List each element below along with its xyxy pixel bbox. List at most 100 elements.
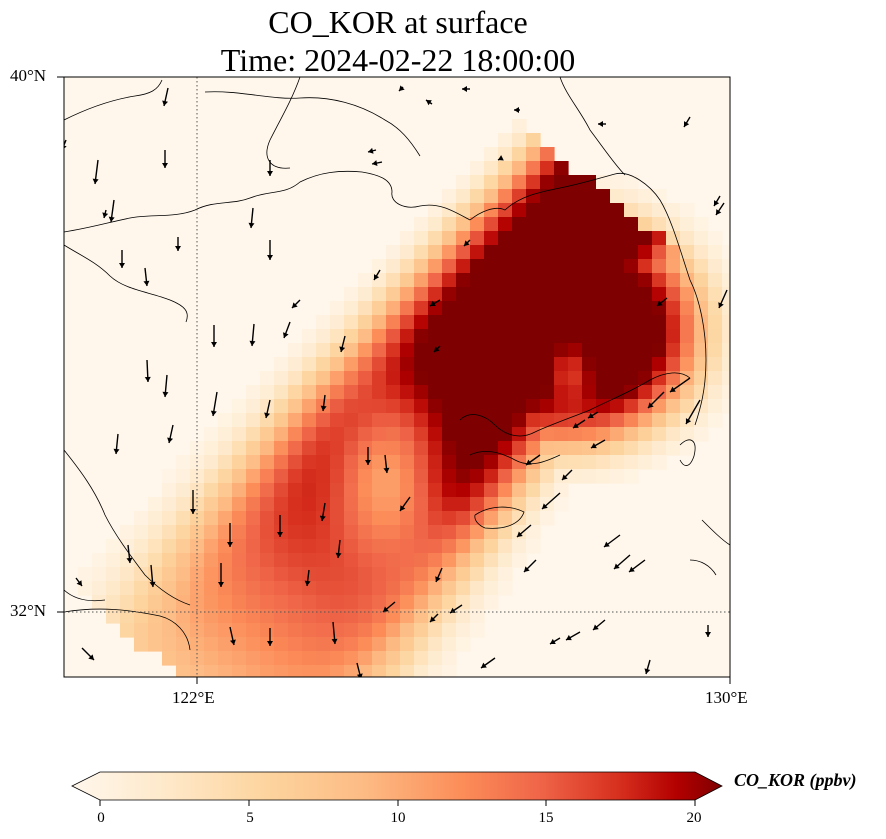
wind-vector — [669, 377, 691, 393]
field-cell — [274, 567, 289, 582]
field-cell — [428, 287, 443, 302]
field-cell — [330, 567, 345, 582]
field-cell — [288, 609, 303, 624]
field-cell — [386, 539, 401, 554]
field-cell — [680, 357, 695, 372]
field-cell — [386, 511, 401, 526]
field-cell — [372, 665, 387, 677]
field-cell — [638, 385, 653, 400]
wind-vector — [371, 160, 383, 166]
field-cell — [694, 371, 709, 386]
field-cell — [372, 539, 387, 554]
field-cell — [218, 665, 233, 677]
ytick-label-32: 32°N — [10, 601, 47, 620]
field-cell — [610, 175, 625, 190]
field-cell — [512, 301, 527, 316]
field-cell — [498, 189, 513, 204]
field-cell — [470, 595, 485, 610]
field-cell — [246, 385, 261, 400]
field-cell — [708, 259, 723, 274]
field-cell — [610, 385, 625, 400]
field-cell — [246, 483, 261, 498]
field-cell — [456, 329, 471, 344]
field-cell — [540, 399, 555, 414]
field-cell — [442, 217, 457, 232]
field-cell — [400, 301, 415, 316]
field-cell — [512, 217, 527, 232]
field-cell — [470, 343, 485, 358]
field-cell — [498, 259, 513, 274]
field-cell — [344, 609, 359, 624]
field-cell — [596, 175, 611, 190]
field-cell — [288, 497, 303, 512]
field-cell — [638, 273, 653, 288]
field-cell — [442, 497, 457, 512]
field-cell — [288, 469, 303, 484]
field-cell — [512, 483, 527, 498]
wind-vector — [613, 554, 631, 570]
field-cell — [218, 595, 233, 610]
field-cell — [162, 469, 177, 484]
field-cell — [400, 623, 415, 638]
field-cell — [400, 273, 415, 288]
field-cell — [246, 511, 261, 526]
wind-vector — [561, 469, 573, 481]
field-cell — [344, 455, 359, 470]
field-cell — [316, 315, 331, 330]
field-cell — [372, 553, 387, 568]
field-cell — [274, 441, 289, 456]
field-cell — [456, 511, 471, 526]
wind-vector — [647, 391, 665, 409]
field-cell — [470, 301, 485, 316]
field-cell — [428, 231, 443, 246]
field-cell — [414, 455, 429, 470]
field-cell — [638, 441, 653, 456]
wind-vector — [685, 399, 701, 425]
field-cell — [554, 315, 569, 330]
field-cell — [358, 273, 373, 288]
field-cell — [288, 665, 303, 677]
field-cell — [344, 329, 359, 344]
field-cell — [190, 637, 205, 652]
field-cell — [666, 273, 681, 288]
field-cell — [624, 469, 639, 484]
field-cell — [414, 245, 429, 260]
field-cell — [232, 525, 247, 540]
field-cell — [344, 623, 359, 638]
field-cell — [316, 623, 331, 638]
field-cell — [162, 483, 177, 498]
field-cell — [428, 511, 443, 526]
field-cell — [316, 609, 331, 624]
field-cell — [358, 427, 373, 442]
field-cell — [456, 469, 471, 484]
field-cell — [540, 329, 555, 344]
field-cell — [176, 567, 191, 582]
field-cell — [638, 343, 653, 358]
field-cell — [526, 455, 541, 470]
field-cell — [148, 553, 163, 568]
field-cell — [470, 161, 485, 176]
field-cell — [582, 217, 597, 232]
field-cell — [470, 175, 485, 190]
field-cell — [484, 175, 499, 190]
field-cell — [232, 581, 247, 596]
field-cell — [302, 413, 317, 428]
field-cell — [442, 455, 457, 470]
field-cell — [274, 371, 289, 386]
field-cell — [428, 469, 443, 484]
field-cell — [456, 189, 471, 204]
field-cell — [358, 413, 373, 428]
field-cell — [498, 483, 513, 498]
field-cell — [176, 665, 191, 677]
field-cell — [414, 567, 429, 582]
field-cell — [330, 525, 345, 540]
field-cell — [386, 427, 401, 442]
field-cell — [568, 385, 583, 400]
field-cell — [414, 301, 429, 316]
field-cell — [428, 441, 443, 456]
field-cell — [498, 497, 513, 512]
field-cell — [218, 567, 233, 582]
field-cell — [498, 357, 513, 372]
field-cell — [652, 259, 667, 274]
field-cell — [582, 301, 597, 316]
